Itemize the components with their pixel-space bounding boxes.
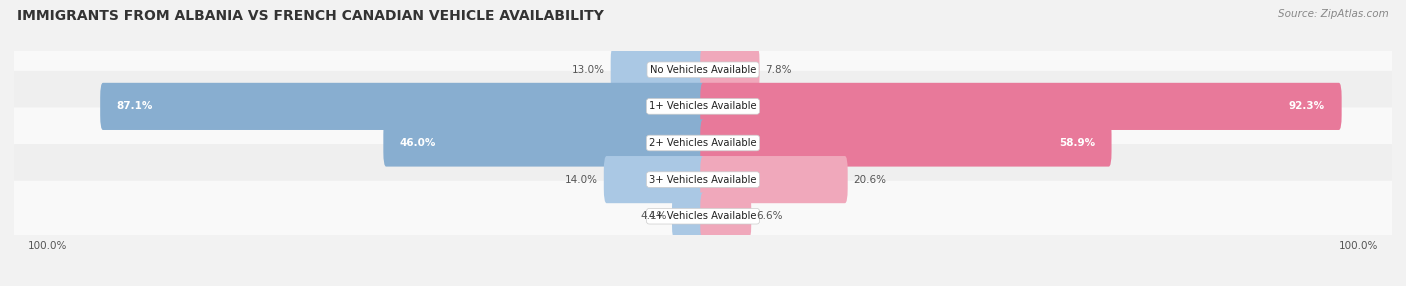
Text: 13.0%: 13.0% — [572, 65, 605, 75]
FancyBboxPatch shape — [11, 181, 1395, 252]
FancyBboxPatch shape — [672, 193, 706, 240]
Text: 4+ Vehicles Available: 4+ Vehicles Available — [650, 211, 756, 221]
Text: 2+ Vehicles Available: 2+ Vehicles Available — [650, 138, 756, 148]
FancyBboxPatch shape — [11, 144, 1395, 215]
Text: 46.0%: 46.0% — [399, 138, 436, 148]
Text: 92.3%: 92.3% — [1289, 102, 1324, 111]
Text: 20.6%: 20.6% — [853, 175, 886, 184]
Text: 14.0%: 14.0% — [565, 175, 599, 184]
FancyBboxPatch shape — [700, 46, 759, 93]
FancyBboxPatch shape — [384, 120, 706, 166]
FancyBboxPatch shape — [700, 120, 1112, 166]
FancyBboxPatch shape — [700, 83, 1341, 130]
FancyBboxPatch shape — [700, 193, 751, 240]
Text: Source: ZipAtlas.com: Source: ZipAtlas.com — [1278, 9, 1389, 19]
FancyBboxPatch shape — [11, 34, 1395, 105]
FancyBboxPatch shape — [603, 156, 706, 203]
Text: IMMIGRANTS FROM ALBANIA VS FRENCH CANADIAN VEHICLE AVAILABILITY: IMMIGRANTS FROM ALBANIA VS FRENCH CANADI… — [17, 9, 603, 23]
Text: No Vehicles Available: No Vehicles Available — [650, 65, 756, 75]
Text: 6.6%: 6.6% — [756, 211, 783, 221]
Text: 87.1%: 87.1% — [117, 102, 153, 111]
Text: 58.9%: 58.9% — [1059, 138, 1095, 148]
Text: 4.1%: 4.1% — [640, 211, 666, 221]
Text: 100.0%: 100.0% — [28, 241, 67, 251]
FancyBboxPatch shape — [700, 156, 848, 203]
FancyBboxPatch shape — [610, 46, 706, 93]
FancyBboxPatch shape — [11, 71, 1395, 142]
Text: 3+ Vehicles Available: 3+ Vehicles Available — [650, 175, 756, 184]
Text: 100.0%: 100.0% — [1339, 241, 1378, 251]
Text: 7.8%: 7.8% — [765, 65, 792, 75]
FancyBboxPatch shape — [100, 83, 706, 130]
FancyBboxPatch shape — [11, 108, 1395, 178]
Text: 1+ Vehicles Available: 1+ Vehicles Available — [650, 102, 756, 111]
